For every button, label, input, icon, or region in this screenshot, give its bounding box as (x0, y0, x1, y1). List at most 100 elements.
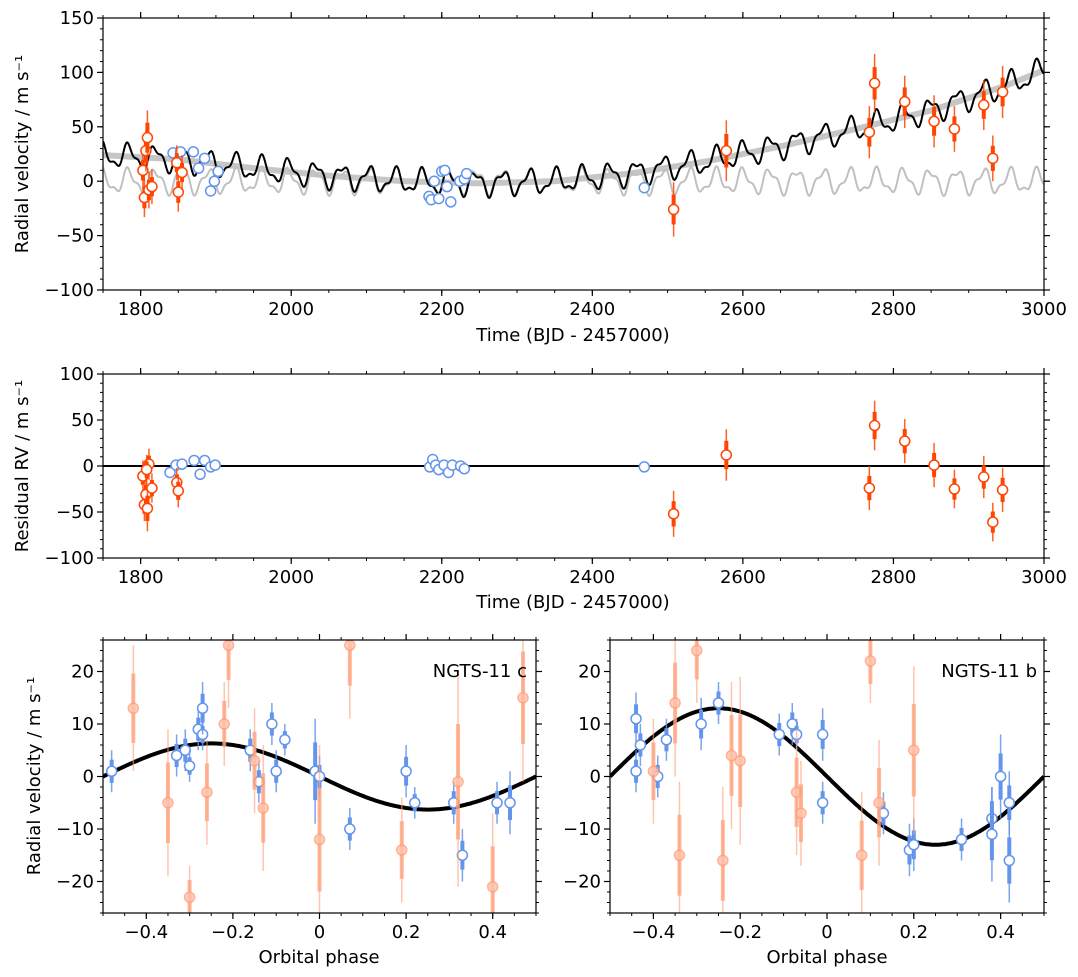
red-point (691, 644, 703, 657)
red-point (868, 419, 881, 432)
bottom-right-title: NGTS-11 b (941, 661, 1037, 682)
x-tick-label: 3000 (1021, 567, 1067, 588)
red-point (987, 516, 999, 528)
red-point (868, 77, 881, 90)
blue-point (695, 718, 707, 730)
y-tick-label: −100 (45, 548, 94, 569)
x-tick-label: 2400 (569, 567, 615, 588)
red-point (873, 797, 885, 809)
x-tick-label: 0.4 (478, 922, 507, 943)
red-point (222, 640, 235, 651)
y-tick-label: −10 (563, 819, 601, 840)
blue-point (344, 823, 356, 835)
x-tick-label: 0.2 (899, 922, 928, 943)
red-point (987, 152, 999, 165)
red-point (669, 697, 681, 709)
y-tick-label: 0 (590, 767, 601, 788)
y-tick-label: 20 (71, 662, 94, 683)
y-tick-label: 50 (71, 117, 94, 138)
red-point (140, 463, 153, 476)
red-point (720, 144, 733, 157)
bottom-left-xlabel: Orbital phase (258, 947, 379, 968)
top-xlabel: Time (BJD - 2457000) (475, 325, 669, 346)
red-point (517, 692, 529, 704)
red-point (673, 849, 686, 861)
blue-point (773, 728, 786, 741)
x-tick-label: 2800 (871, 299, 917, 320)
blue-point (432, 192, 445, 205)
y-tick-label: 10 (71, 714, 94, 735)
y-tick-label: 100 (60, 62, 94, 83)
blue-point (270, 765, 282, 777)
blue-point (445, 196, 457, 208)
red-point (667, 203, 680, 216)
y-tick-label: 0 (83, 767, 94, 788)
red-point (127, 702, 140, 714)
blue-point (816, 728, 829, 741)
bottom-left-title: NGTS-11 c (433, 661, 527, 682)
blue-point (164, 466, 176, 479)
red-point (996, 484, 1009, 496)
x-tick-label: 0.2 (392, 922, 421, 943)
red-point (667, 508, 680, 520)
blue-point (192, 162, 205, 174)
panel-bottom-right-ngts11b: −0.4 −0.2 0 0.2 0.4 −20 −10 0 10 20 (563, 634, 1050, 943)
red-point (864, 655, 877, 667)
red-point (647, 765, 660, 777)
y-tick-label: 100 (60, 364, 94, 385)
blue-point (204, 185, 217, 197)
red-point (978, 99, 990, 111)
blue-point (183, 760, 196, 772)
y-tick-label: 20 (578, 662, 601, 683)
blue-point (712, 697, 725, 709)
blue-point (638, 181, 651, 194)
x-tick-label: −0.4 (632, 922, 676, 943)
blue-point (400, 765, 412, 777)
red-point (908, 744, 920, 756)
red-point (248, 755, 261, 767)
blue-point (279, 734, 291, 746)
panel-middle-residuals: 1800 2000 2200 2400 2600 2800 3000 −100 −50 0 50 10… (45, 364, 1067, 588)
red-point (725, 749, 738, 762)
x-tick-label: 2000 (268, 299, 314, 320)
blue-point (816, 797, 829, 809)
red-point (146, 482, 158, 494)
plot-area (610, 640, 1044, 913)
middle-xlabel: Time (BJD - 2457000) (475, 592, 669, 613)
x-tick-label: 0 (314, 922, 325, 943)
red-point (313, 833, 326, 846)
blue-point (986, 828, 998, 840)
blue-point (170, 749, 183, 762)
red-point (452, 776, 464, 788)
x-tick-label: 2000 (268, 567, 314, 588)
red-point (996, 86, 1009, 98)
red-point (795, 807, 807, 819)
y-tick-label: 50 (71, 410, 94, 431)
blue-point (194, 468, 206, 481)
y-tick-label: 0 (83, 456, 94, 477)
red-point (257, 802, 269, 814)
blue-point (209, 459, 221, 471)
middle-ylabel: Residual RV / m s⁻¹ (12, 380, 33, 552)
red-point (720, 449, 733, 461)
blue-point (634, 739, 647, 751)
y-tick-label: −20 (563, 872, 601, 893)
x-tick-label: 0.4 (986, 922, 1015, 943)
blue-point (439, 164, 451, 177)
x-tick-label: 0 (821, 922, 832, 943)
red-point (162, 797, 174, 809)
blue-point (188, 454, 200, 467)
blue-point (428, 175, 440, 187)
y-tick-label: 10 (578, 714, 601, 735)
bottom-right-xlabel: Orbital phase (766, 947, 887, 968)
red-point (898, 435, 911, 447)
blue-point (504, 797, 516, 809)
red-point (141, 502, 154, 515)
blue-point (908, 839, 920, 851)
panel-bottom-left-ngts11c: −0.4 −0.2 0 0.2 0.4 −20 −10 0 10 20 (56, 634, 542, 943)
red-point (928, 459, 940, 471)
blue-point (208, 175, 221, 187)
red-point (176, 166, 188, 179)
blue-point (198, 152, 211, 165)
